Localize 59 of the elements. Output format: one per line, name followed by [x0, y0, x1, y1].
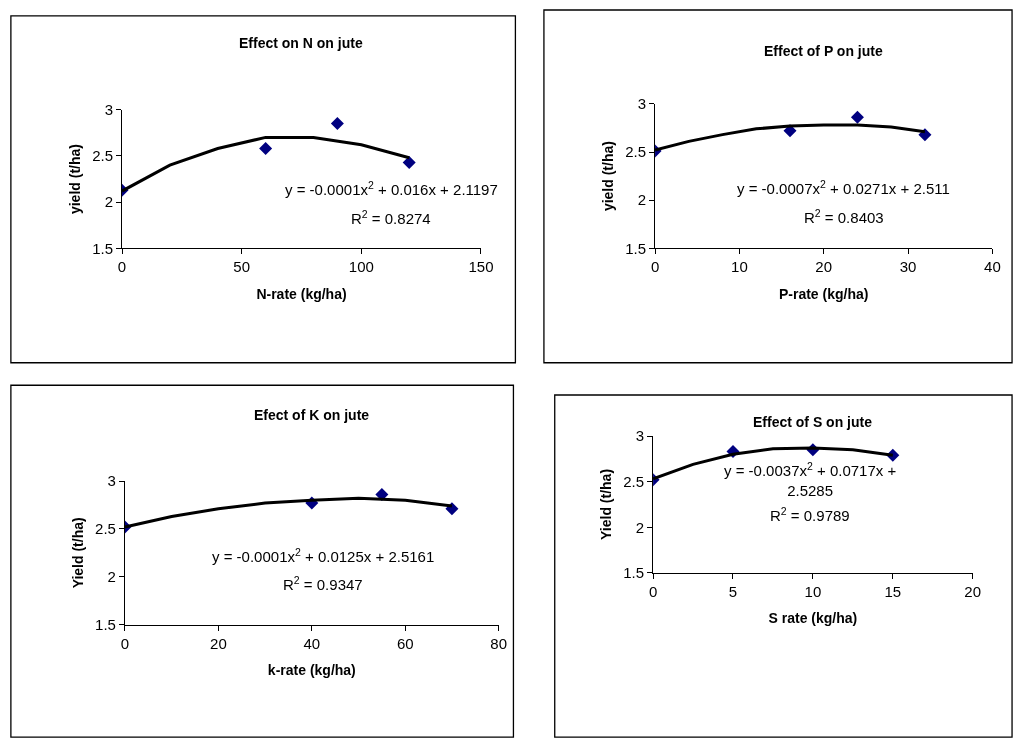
y-tick-label: 3 — [107, 472, 116, 490]
y-axis-title: yield (t/ha) — [599, 141, 616, 212]
y-tick-label: 2.5 — [95, 520, 116, 538]
chart-title: Efect of K on jute — [254, 407, 370, 423]
x-tick-label: 80 — [490, 634, 508, 652]
y-axis-title: yield (t/ha) — [66, 144, 83, 215]
x-tick-label: 20 — [964, 582, 982, 600]
x-axis-title: N-rate (kg/ha) — [256, 285, 347, 302]
annotation: y = -0.0037x$^{2}$ + 0.0717x + 2.5285 — [724, 460, 897, 499]
chart-title: Effect of S on jute — [753, 414, 873, 430]
x-tick-label: 40 — [984, 258, 1001, 276]
point — [330, 117, 344, 131]
y-tick-label: 3 — [104, 100, 114, 118]
y-tick-label: 3 — [635, 427, 645, 445]
point — [850, 110, 864, 124]
annotation: y = -0.0001x$^{2}$ + 0.0125x + 2.5161 — [212, 546, 435, 566]
x-tick-label: 40 — [303, 634, 321, 652]
x-tick-label: 10 — [804, 582, 822, 600]
x-tick-label: 10 — [731, 258, 748, 276]
x-tick-label: 60 — [396, 634, 414, 652]
y-tick-label: 1.5 — [92, 239, 114, 257]
y-tick-label: 2.5 — [623, 472, 645, 490]
x-tick-label: 50 — [233, 258, 251, 276]
y-tick-label: 3 — [637, 95, 647, 113]
x-tick-label: 15 — [884, 582, 902, 600]
x-tick-label: 30 — [899, 258, 917, 276]
point — [259, 142, 273, 156]
x-tick-label: 100 — [348, 258, 374, 276]
x-tick-label: 20 — [815, 258, 833, 276]
x-tick-label: 0 — [648, 582, 658, 600]
x-tick-label: 0 — [650, 258, 660, 276]
y-tick-label: 2 — [107, 568, 116, 586]
y-tick-label: 2.5 — [625, 143, 647, 161]
x-tick-label: 150 — [468, 258, 494, 276]
x-axis-title: k-rate (kg/ha) — [267, 661, 356, 678]
point — [402, 155, 416, 169]
annotation: y = -0.0007x$^{2}$ + 0.0271x + 2.511 — [737, 178, 950, 198]
y-tick-label: 2 — [637, 191, 647, 209]
x-tick-label: 0 — [120, 634, 130, 652]
x-tick-label: 20 — [210, 634, 227, 652]
y-tick-label: 1.5 — [623, 564, 645, 582]
annotation: R$^{2}$ = 0.9789 — [770, 505, 850, 525]
annotation: y = -0.0001x$^{2}$ + 0.016x + 2.1197 — [285, 179, 498, 199]
y-axis-title: Yield (t/ha) — [597, 468, 614, 540]
x-tick-label: 5 — [728, 582, 738, 600]
chart-title: Effect on N on jute — [239, 35, 363, 51]
y-tick-label: 2 — [635, 518, 645, 536]
x-axis-title: S rate (kg/ha) — [768, 610, 858, 627]
annotation: R$^{2}$ = 0.9347 — [283, 574, 363, 594]
annotation: R$^{2}$ = 0.8274 — [351, 208, 431, 228]
y-tick-label: 1.5 — [625, 239, 647, 257]
y-tick-label: 2.5 — [92, 147, 114, 165]
y-axis-title: Yield (t/ha) — [69, 517, 86, 589]
y-tick-label: 1.5 — [95, 615, 116, 633]
x-axis-title: P-rate (kg/ha) — [778, 285, 869, 302]
x-tick-label: 0 — [117, 258, 127, 276]
chart-title: Effect of P on jute — [764, 43, 883, 59]
annotation: R$^{2}$ = 0.8403 — [804, 207, 884, 227]
y-tick-label: 2 — [104, 193, 114, 211]
